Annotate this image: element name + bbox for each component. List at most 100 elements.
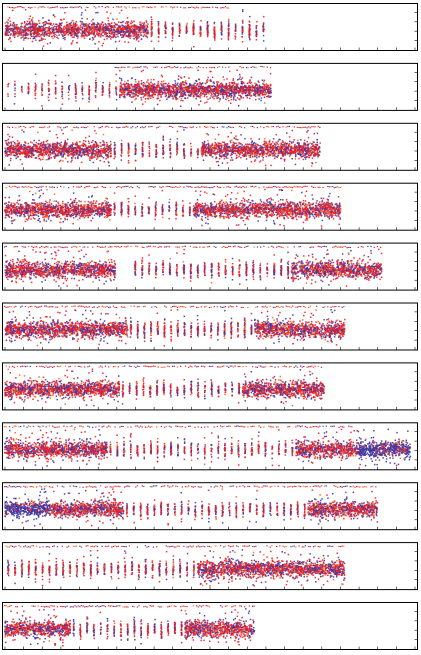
scatter-point [103, 153, 105, 155]
marker-point [18, 6, 19, 7]
scatter-point [66, 22, 68, 24]
scatter-point [39, 158, 41, 160]
scatter-point [203, 93, 205, 95]
scatter-point [32, 32, 34, 34]
scatter-point [212, 86, 214, 88]
scatter-point [158, 37, 160, 39]
scatter-point [102, 82, 104, 84]
scatter-point [98, 41, 100, 43]
scatter-point [49, 89, 51, 91]
scatter-point [256, 88, 258, 90]
marker-point [247, 67, 248, 68]
scatter-point [50, 154, 52, 156]
scatter-point [191, 90, 193, 92]
scatter-point [242, 31, 244, 33]
scatter-point [102, 90, 104, 92]
scatter-point [42, 32, 44, 34]
scatter-point [61, 22, 63, 24]
scatter-point [81, 34, 83, 36]
scatter-point [146, 90, 148, 92]
scatter-point [165, 90, 167, 92]
marker-point [286, 127, 287, 128]
scatter-point [241, 83, 243, 85]
scatter-point [107, 18, 109, 20]
scatter-point [6, 34, 8, 36]
scatter-point [54, 36, 56, 38]
marker-point [191, 6, 192, 7]
scatter-point [249, 81, 251, 83]
scatter-point [24, 31, 26, 33]
marker-point [266, 126, 267, 127]
scatter-point [175, 93, 177, 95]
scatter-point [31, 23, 33, 25]
scatter-point [14, 143, 16, 145]
scatter-point [73, 37, 75, 39]
scatter-point [48, 94, 50, 96]
scatter-point [206, 92, 208, 94]
marker-point [140, 127, 141, 128]
scatter-point [223, 91, 225, 93]
scatter-point [257, 90, 259, 92]
scatter-point [116, 92, 118, 94]
marker-point [190, 67, 191, 68]
scatter-point [138, 82, 140, 84]
scatter-point [49, 131, 51, 133]
scatter-point [161, 91, 163, 93]
scatter-point [218, 101, 220, 103]
scatter-point [7, 145, 9, 147]
scatter-point [134, 25, 136, 27]
scatter-point [134, 95, 136, 97]
marker-point [279, 127, 280, 128]
scatter-point [102, 31, 104, 33]
scatter-point [110, 141, 112, 143]
scatter-point [38, 140, 40, 142]
marker-point [161, 67, 162, 68]
scatter-point [221, 27, 223, 29]
scatter-point [84, 37, 86, 39]
scatter-point [98, 23, 100, 25]
scatter-point [238, 90, 240, 92]
scatter-point [119, 41, 121, 43]
scatter-point [21, 87, 23, 89]
scatter-point [75, 91, 77, 93]
scatter-point [21, 144, 23, 146]
scatter-point [53, 23, 55, 25]
scatter-point [242, 77, 244, 79]
scatter-point [145, 101, 147, 103]
scatter-point [263, 16, 265, 18]
marker-point [202, 7, 203, 8]
scatter-point [165, 21, 167, 23]
scatter-point [34, 87, 36, 89]
scatter-point [100, 146, 102, 148]
marker-point [212, 7, 213, 8]
scatter-point [210, 95, 212, 97]
marker-point [42, 127, 43, 128]
scatter-point [170, 94, 172, 96]
scatter-point [186, 29, 188, 31]
upper-marker-run [7, 6, 229, 9]
scatter-point [119, 12, 121, 14]
scatter-point [55, 80, 57, 82]
marker-point [108, 7, 109, 8]
scatter-point [49, 26, 51, 28]
scatter-point [175, 83, 177, 85]
marker-point [124, 6, 125, 7]
scatter-point [269, 91, 271, 93]
scatter-point [58, 25, 60, 27]
scatter-point [93, 32, 95, 34]
scatter-point [234, 83, 236, 85]
marker-point [52, 7, 53, 8]
marker-point [74, 127, 75, 128]
scatter-point [95, 72, 97, 74]
scatter-point [242, 92, 244, 94]
scatter-point [35, 39, 37, 41]
scatter-point [178, 79, 180, 81]
scatter-point [95, 12, 97, 14]
scatter-point [14, 93, 16, 95]
scatter-point [148, 82, 150, 84]
scatter-point [214, 39, 216, 41]
scatter-point [160, 94, 162, 96]
scatter-point [55, 156, 57, 158]
scatter-point [237, 97, 239, 99]
scatter-point [163, 80, 165, 82]
